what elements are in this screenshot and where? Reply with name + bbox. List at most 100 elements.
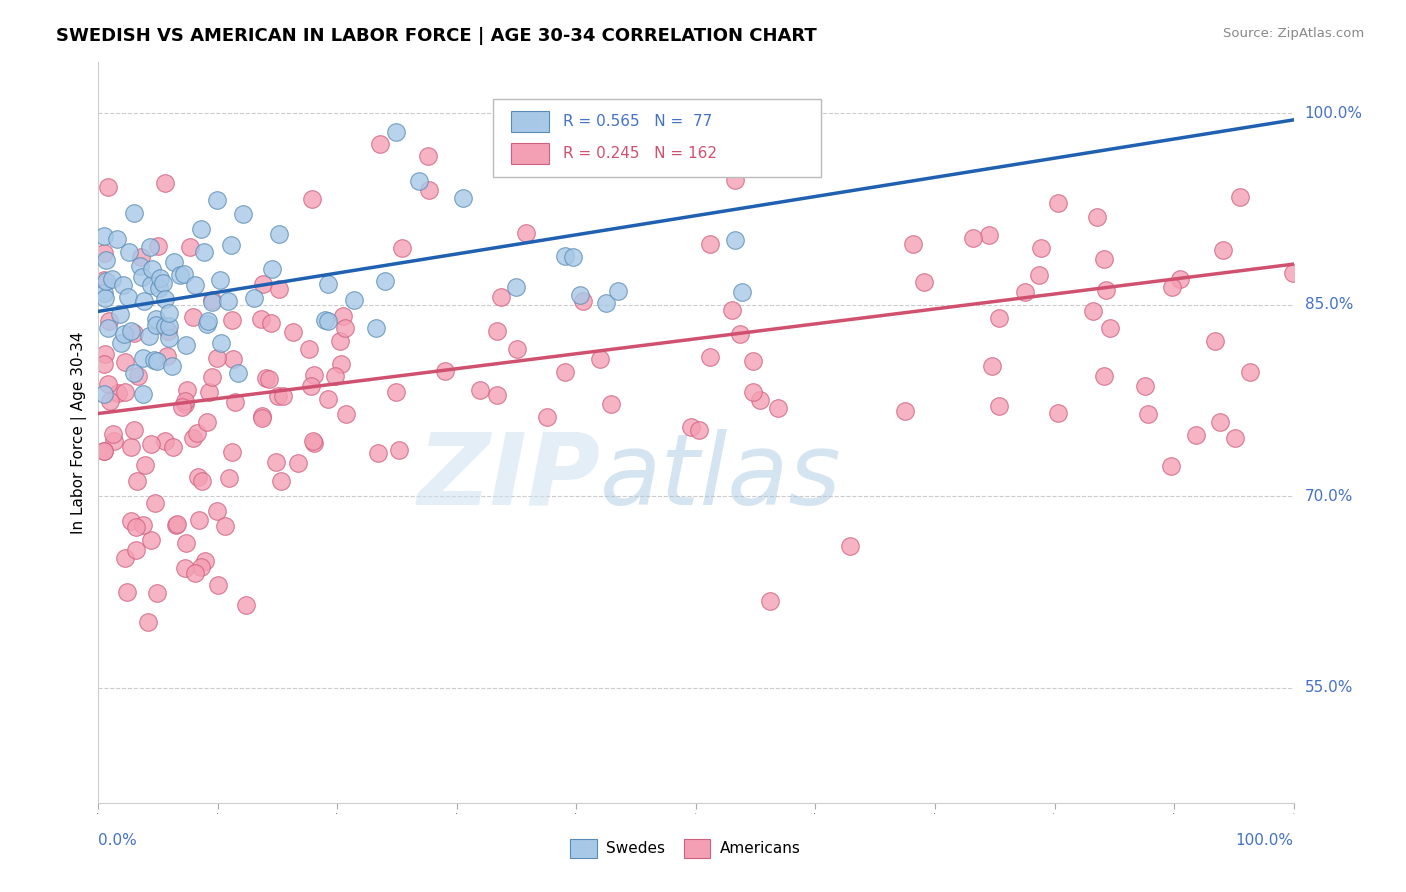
Point — [141, 437, 163, 451]
Point — [93, 347, 115, 361]
Point — [335, 407, 357, 421]
Point — [1161, 280, 1184, 294]
Point — [93, 229, 115, 244]
Point — [569, 288, 592, 302]
Point — [264, 454, 287, 468]
Point — [335, 321, 357, 335]
Point — [176, 383, 198, 397]
Point — [122, 205, 145, 219]
Point — [114, 355, 136, 369]
Point — [129, 259, 152, 273]
Point — [232, 207, 254, 221]
Point — [316, 314, 339, 328]
Point — [1239, 365, 1261, 379]
Point — [157, 318, 180, 333]
Point — [174, 397, 197, 411]
Point — [138, 328, 160, 343]
Point — [190, 560, 212, 574]
Point — [759, 594, 782, 608]
Point — [243, 291, 266, 305]
Point — [724, 173, 747, 187]
Point — [962, 231, 984, 245]
Point — [1014, 285, 1036, 299]
Point — [132, 387, 155, 401]
Point — [174, 338, 197, 352]
Point — [572, 293, 595, 308]
Point — [114, 385, 136, 400]
Point — [146, 354, 169, 368]
Point — [221, 445, 243, 459]
Point — [174, 536, 197, 550]
Text: 100.0%: 100.0% — [1236, 833, 1294, 848]
Point — [205, 351, 228, 366]
Point — [267, 227, 290, 242]
FancyBboxPatch shape — [685, 839, 710, 858]
Point — [554, 249, 576, 263]
Point — [112, 326, 135, 341]
Point — [93, 444, 115, 458]
Point — [1160, 458, 1182, 473]
Point — [391, 241, 413, 255]
Point — [562, 250, 585, 264]
Point — [257, 372, 280, 386]
Text: 70.0%: 70.0% — [1305, 489, 1353, 504]
Point — [267, 282, 290, 296]
Point — [120, 440, 142, 454]
Point — [125, 543, 148, 558]
Point — [486, 388, 509, 402]
Point — [485, 324, 508, 338]
Point — [197, 314, 219, 328]
Point — [731, 285, 754, 299]
Point — [120, 514, 142, 528]
Point — [170, 400, 193, 414]
Point — [195, 416, 218, 430]
Point — [595, 296, 617, 310]
Point — [554, 365, 576, 379]
Point — [103, 434, 125, 448]
Text: 100.0%: 100.0% — [1305, 106, 1362, 121]
Point — [98, 393, 121, 408]
Point — [1094, 284, 1116, 298]
Point — [166, 516, 188, 531]
Point — [153, 176, 176, 190]
Point — [134, 458, 156, 472]
Point — [191, 474, 214, 488]
Text: Americans: Americans — [720, 841, 801, 856]
Point — [127, 369, 149, 384]
Point — [506, 342, 529, 356]
Point — [912, 275, 935, 289]
Point — [1047, 406, 1070, 420]
Point — [136, 615, 159, 629]
Point — [1092, 369, 1115, 384]
Point — [301, 192, 323, 206]
Point — [367, 446, 389, 460]
Point — [114, 551, 136, 566]
Point — [262, 262, 284, 277]
Point — [720, 302, 742, 317]
Point — [131, 269, 153, 284]
Point — [287, 456, 309, 470]
Point — [699, 350, 721, 364]
Point — [249, 311, 271, 326]
Point — [250, 409, 273, 423]
Point — [93, 444, 115, 458]
FancyBboxPatch shape — [571, 839, 596, 858]
Point — [254, 370, 277, 384]
Point — [208, 273, 231, 287]
Point — [1047, 196, 1070, 211]
Point — [209, 336, 232, 351]
Point — [118, 245, 141, 260]
Point — [101, 271, 124, 285]
Point — [115, 585, 138, 599]
Point — [194, 554, 217, 568]
Point — [330, 358, 353, 372]
Point — [316, 277, 339, 292]
Point — [302, 368, 325, 383]
Point — [1184, 428, 1206, 442]
Point — [94, 291, 117, 305]
Point — [173, 560, 195, 574]
Point — [388, 443, 411, 458]
Point — [134, 293, 156, 308]
Point — [316, 392, 339, 406]
Point — [418, 184, 440, 198]
